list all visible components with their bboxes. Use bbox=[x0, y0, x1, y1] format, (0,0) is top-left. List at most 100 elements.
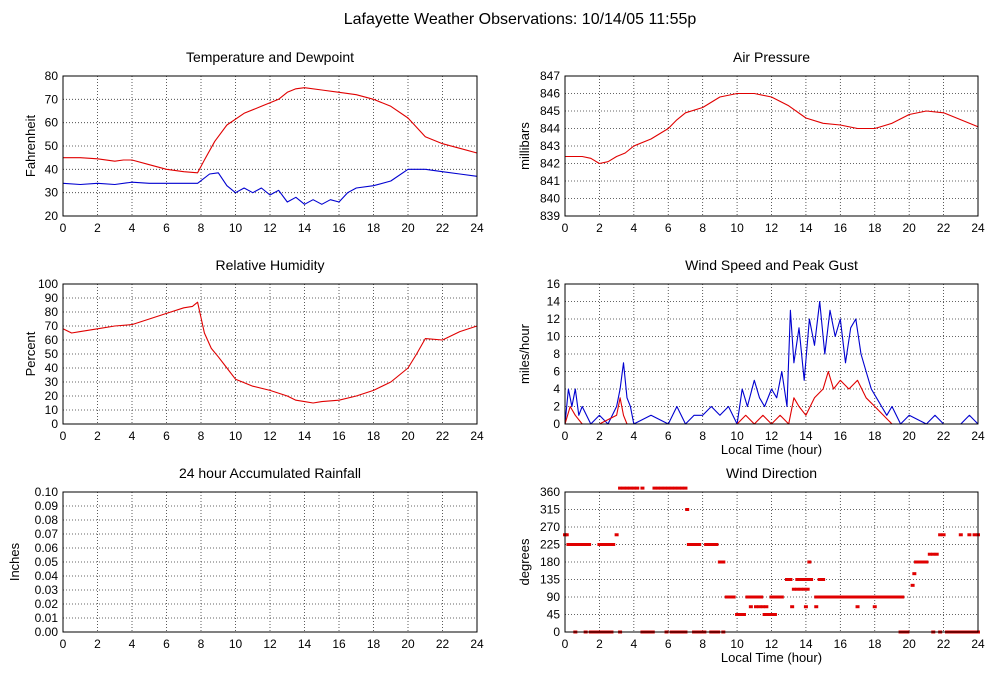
winddir-ytick-label: 45 bbox=[547, 608, 561, 622]
temp-xtick-label: 14 bbox=[298, 221, 312, 235]
winddir-ytick-label: 135 bbox=[540, 573, 560, 587]
winddir-point bbox=[869, 595, 874, 599]
temp-series-line-0 bbox=[63, 87, 478, 174]
wind-ytick-label: 14 bbox=[547, 295, 561, 309]
humidity-ytick-label: 70 bbox=[45, 319, 59, 333]
humidity-ytick-label: 10 bbox=[45, 403, 59, 417]
wind-ytick-label: 8 bbox=[553, 347, 560, 361]
rain-ytick-label: 0.03 bbox=[35, 583, 59, 597]
humidity-ytick-label: 60 bbox=[45, 333, 59, 347]
winddir-point bbox=[798, 578, 803, 581]
winddir-point bbox=[865, 595, 870, 599]
winddir-point bbox=[607, 543, 612, 546]
winddir-point bbox=[824, 595, 829, 599]
wind-xtick-label: 16 bbox=[834, 429, 848, 443]
humidity-ytick-label: 50 bbox=[45, 347, 59, 361]
rain-xtick-label: 12 bbox=[263, 637, 277, 651]
rain-xtick-label: 6 bbox=[163, 637, 170, 651]
winddir-plot-frame bbox=[564, 491, 979, 633]
winddir-point bbox=[876, 595, 881, 599]
winddir-point bbox=[896, 595, 901, 599]
humidity-xtick-label: 20 bbox=[401, 429, 415, 443]
pressure-ylabel: millibars bbox=[517, 122, 532, 170]
winddir-point bbox=[748, 595, 753, 599]
winddir-xlabel: Local Time (hour) bbox=[721, 650, 822, 665]
rain-xtick-label: 4 bbox=[129, 637, 136, 651]
temp-xtick-label: 20 bbox=[401, 221, 415, 235]
winddir-xtick-label: 0 bbox=[562, 637, 569, 651]
rain-ytick-label: 0.07 bbox=[35, 527, 59, 541]
winddir-point bbox=[967, 533, 972, 537]
wind-xtick-label: 24 bbox=[971, 429, 985, 443]
winddir-point bbox=[766, 613, 771, 616]
winddir-point bbox=[772, 595, 777, 599]
rain-title: 24 hour Accumulated Rainfall bbox=[179, 465, 361, 481]
winddir-point bbox=[958, 533, 963, 537]
pressure-xtick-label: 4 bbox=[630, 221, 637, 235]
winddir-ytick-label: 0 bbox=[553, 625, 560, 639]
winddir-point bbox=[927, 552, 932, 556]
temp-xtick-label: 6 bbox=[163, 221, 170, 235]
wind-ytick-label: 10 bbox=[547, 330, 561, 344]
wind-xlabel: Local Time (hour) bbox=[721, 442, 822, 457]
winddir-point bbox=[717, 560, 722, 564]
pressure-ytick-label: 846 bbox=[540, 87, 560, 101]
temp-xtick-label: 2 bbox=[94, 221, 101, 235]
winddir-point bbox=[791, 587, 796, 591]
winddir-point bbox=[704, 543, 709, 546]
winddir-point bbox=[714, 543, 719, 546]
winddir-title: Wind Direction bbox=[726, 465, 817, 481]
humidity-xtick-label: 4 bbox=[129, 429, 136, 443]
wind-xtick-label: 10 bbox=[730, 429, 744, 443]
winddir-point bbox=[604, 543, 609, 546]
humidity-xtick-label: 22 bbox=[436, 429, 450, 443]
winddir-point bbox=[855, 595, 860, 599]
winddir-point bbox=[872, 595, 877, 599]
winddir-xtick-label: 12 bbox=[765, 637, 779, 651]
winddir-point bbox=[914, 560, 919, 564]
humidity-xtick-label: 12 bbox=[263, 429, 277, 443]
rain-xtick-label: 18 bbox=[367, 637, 381, 651]
winddir-point bbox=[934, 552, 939, 556]
pressure-xtick-label: 8 bbox=[699, 221, 706, 235]
winddir-point bbox=[809, 578, 814, 581]
winddir-point bbox=[611, 543, 616, 546]
temp-ytick-label: 40 bbox=[45, 162, 59, 176]
wind-ytick-label: 6 bbox=[553, 365, 560, 379]
winddir-point bbox=[587, 543, 592, 546]
wind-xtick-label: 8 bbox=[699, 429, 706, 443]
winddir-point bbox=[628, 486, 633, 490]
winddir-point bbox=[659, 486, 664, 490]
pressure-plot-frame bbox=[564, 75, 979, 217]
temp-series-line-1 bbox=[62, 168, 478, 205]
winddir-point bbox=[838, 595, 843, 599]
pressure-xtick-label: 10 bbox=[730, 221, 744, 235]
winddir-point bbox=[621, 486, 626, 490]
pressure-title: Air Pressure bbox=[733, 49, 810, 65]
winddir-point bbox=[762, 613, 767, 616]
winddir-point bbox=[802, 578, 807, 581]
winddir-xtick-label: 2 bbox=[596, 637, 603, 651]
pressure-xtick-label: 6 bbox=[665, 221, 672, 235]
winddir-xtick-label: 14 bbox=[799, 637, 813, 651]
winddir-point bbox=[845, 595, 850, 599]
winddir-point bbox=[697, 543, 702, 546]
winddir-point bbox=[831, 595, 836, 599]
wind-ytick-label: 16 bbox=[547, 277, 561, 291]
rain-xtick-label: 20 bbox=[401, 637, 415, 651]
rain-xtick-label: 2 bbox=[94, 637, 101, 651]
winddir-point bbox=[920, 560, 925, 564]
winddir-point bbox=[910, 583, 915, 587]
winddir-point bbox=[755, 595, 760, 599]
winddir-point bbox=[803, 605, 808, 609]
winddir-point bbox=[788, 578, 793, 581]
winddir-point bbox=[776, 595, 781, 599]
wind-title: Wind Speed and Peak Gust bbox=[685, 257, 858, 273]
rain-xtick-label: 14 bbox=[298, 637, 312, 651]
